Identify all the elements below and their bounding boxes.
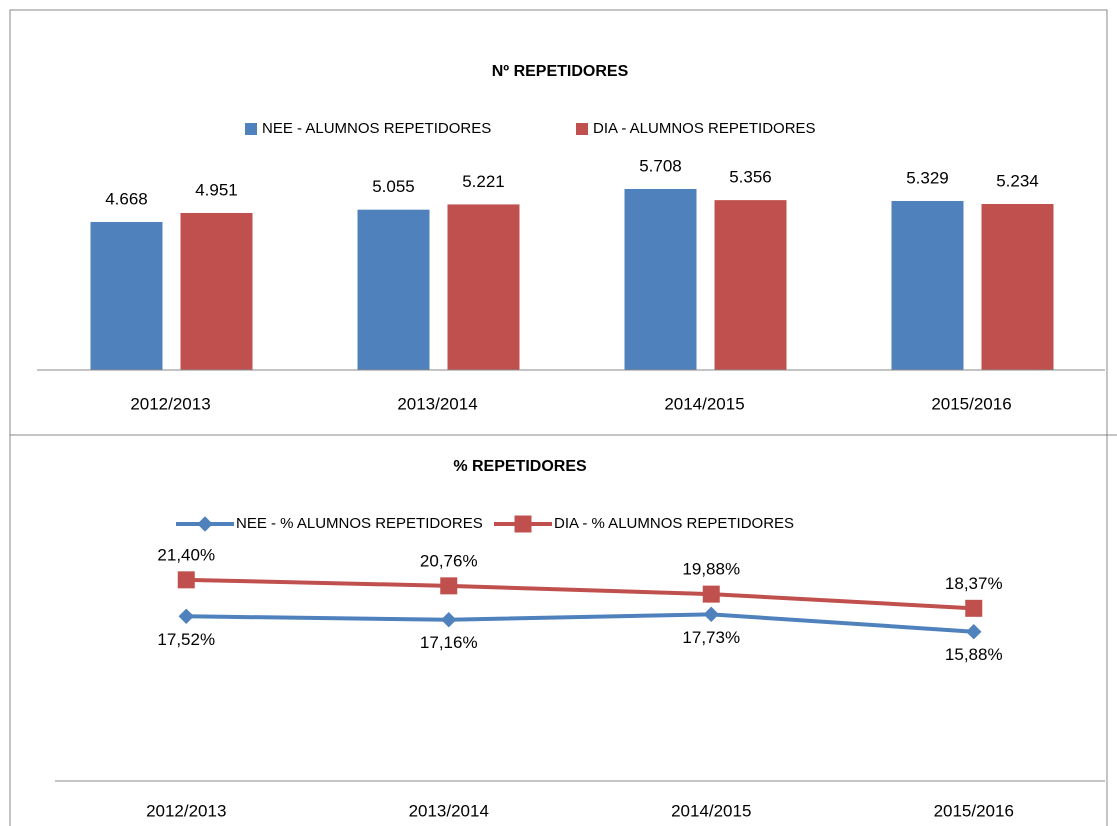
data-label: 17,16% [420, 633, 478, 652]
marker [177, 571, 195, 589]
x-tick-label: 2014/2015 [671, 801, 751, 820]
chart-title: % REPETIDORES [453, 458, 587, 475]
data-label: 21,40% [157, 545, 215, 564]
marker [441, 611, 457, 628]
legend-marker [514, 515, 532, 533]
bar [714, 200, 787, 370]
legend-label: NEE - % ALUMNOS REPETIDORES [236, 515, 483, 532]
x-tick-label: 2015/2016 [934, 801, 1014, 820]
legend-label: NEE - ALUMNOS REPETIDORES [262, 120, 491, 137]
marker [966, 624, 982, 640]
line [186, 612, 974, 634]
data-label: 5.356 [729, 168, 772, 187]
legend-swatch [576, 123, 588, 135]
legend-label: DIA - % ALUMNOS REPETIDORES [554, 515, 794, 532]
legend-marker [197, 516, 213, 532]
data-label: 17,52% [157, 630, 215, 649]
x-tick-label: 2012/2013 [146, 801, 226, 820]
x-tick-label: 2013/2014 [409, 801, 489, 820]
bar [447, 204, 520, 370]
bar [624, 188, 697, 370]
data-label: 5.234 [996, 171, 1039, 190]
legend-label: DIA - ALUMNOS REPETIDORES [593, 120, 816, 137]
x-tick-label: 2015/2016 [931, 394, 1011, 413]
data-label: 5.329 [906, 168, 949, 187]
data-label: 5.055 [372, 177, 415, 196]
bar [90, 221, 163, 370]
x-tick-label: 2014/2015 [664, 394, 744, 413]
data-label: 18,37% [945, 574, 1003, 593]
data-label: 19,88% [682, 560, 740, 579]
line [186, 577, 974, 611]
bar [357, 209, 430, 370]
data-label: 17,73% [682, 628, 740, 647]
marker [178, 608, 194, 625]
data-label: 15,88% [945, 645, 1003, 664]
marker [703, 606, 719, 623]
data-label: 20,76% [420, 551, 478, 570]
marker [965, 599, 983, 617]
data-label: 4.668 [105, 189, 148, 208]
x-tick-label: 2012/2013 [130, 394, 210, 413]
bar [891, 200, 964, 370]
chart-title: Nº REPETIDORES [492, 63, 629, 80]
marker [440, 577, 458, 595]
bar [180, 212, 253, 370]
x-tick-label: 2013/2014 [397, 394, 477, 413]
marker [702, 585, 720, 603]
data-label: 5.221 [462, 172, 505, 191]
data-label: 5.708 [639, 156, 682, 175]
legend-swatch [245, 123, 257, 135]
frame [9, 9, 1108, 826]
data-label: 4.951 [195, 180, 238, 199]
bar [981, 204, 1054, 370]
